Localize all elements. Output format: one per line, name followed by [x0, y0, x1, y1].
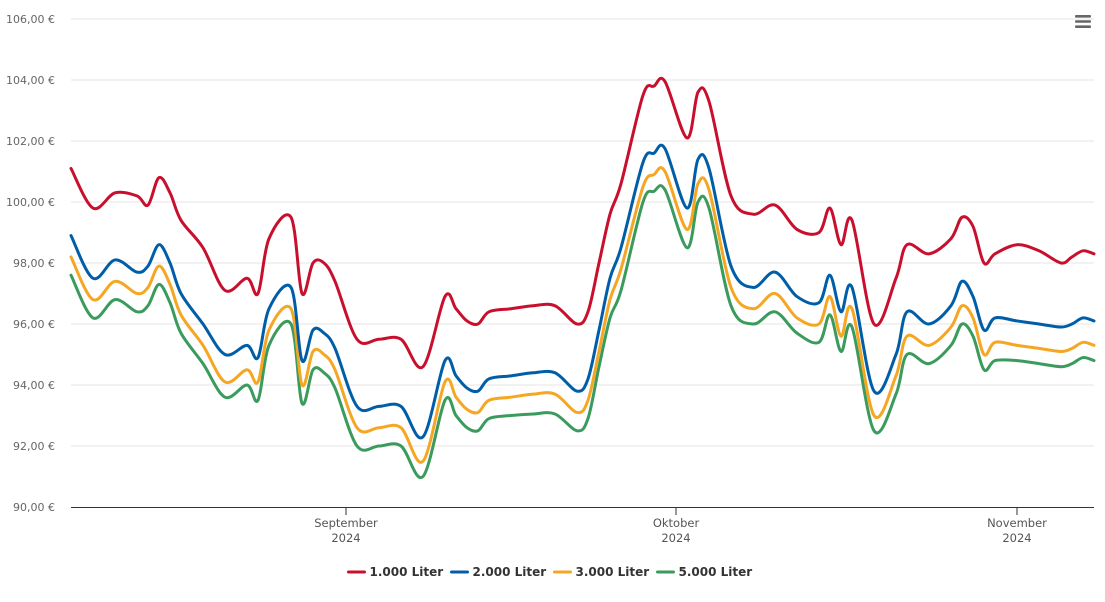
y-tick-label: 90,00 € — [13, 501, 55, 514]
y-tick-label: 94,00 € — [13, 379, 55, 392]
legend: 1.000 Liter 2.000 Liter 3.000 Liter 5.000 L… — [347, 565, 753, 579]
x-tick-year: 2024 — [1002, 531, 1031, 545]
legend-label: 1.000 Liter — [370, 565, 444, 579]
y-tick-label: 96,00 € — [13, 318, 55, 331]
x-tick-year: 2024 — [331, 531, 360, 545]
series-line-3-000-liter[interactable] — [69, 166, 1096, 464]
legend-item-1-000-liter[interactable]: 1.000 Liter — [347, 565, 444, 579]
x-tick-month: November — [987, 516, 1047, 530]
y-tick-label: 92,00 € — [13, 440, 55, 453]
x-tick-month: Oktober — [653, 516, 700, 530]
legend-item-5-000-liter[interactable]: 5.000 Liter — [656, 565, 753, 579]
legend-label: 3.000 Liter — [576, 565, 650, 579]
y-tick-label: 98,00 € — [13, 257, 55, 270]
legend-label: 2.000 Liter — [473, 565, 547, 579]
hamburger-menu-icon[interactable] — [1075, 15, 1091, 28]
series-line-2-000-liter[interactable] — [69, 143, 1096, 440]
series-line-5-000-liter[interactable] — [69, 184, 1096, 480]
series-lines — [69, 76, 1096, 480]
legend-item-3-000-liter[interactable]: 3.000 Liter — [553, 565, 650, 579]
y-tick-label: 104,00 € — [6, 74, 55, 87]
y-axis: 90,00 € 92,00 € 94,00 € 96,00 € 98,00 € 100,0… — [6, 13, 55, 514]
x-tick-year: 2024 — [661, 531, 690, 545]
legend-item-2-000-liter[interactable]: 2.000 Liter — [450, 565, 547, 579]
x-tick-month: September — [314, 516, 378, 530]
y-tick-label: 106,00 € — [6, 13, 55, 26]
series-line-1-000-liter[interactable] — [69, 76, 1096, 370]
y-tick-label: 102,00 € — [6, 135, 55, 148]
legend-label: 5.000 Liter — [679, 565, 753, 579]
y-tick-label: 100,00 € — [6, 196, 55, 209]
chart-menu-button[interactable] — [1068, 8, 1098, 34]
